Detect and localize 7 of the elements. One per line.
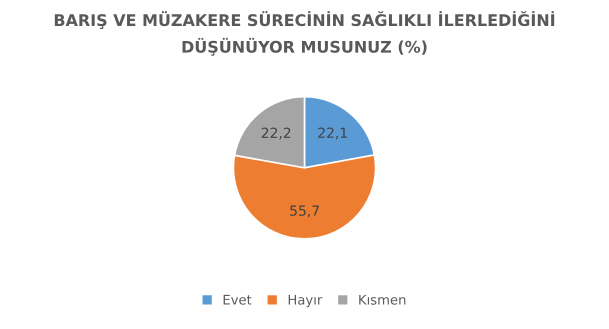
chart-title: BARIŞ VE MÜZAKERE SÜRECİNİN SAĞLIKLI İLERLEDİĞİNİ DÜŞÜNÜYOR MUSUNUZ (%) (54, 11, 554, 56)
legend-label: Hayır (288, 294, 322, 308)
legend-label: Evet (224, 294, 252, 305)
data-label: 22,2 (262, 128, 290, 140)
data-label: 22,1 (318, 127, 347, 140)
legend-label: Kısmen (359, 294, 406, 305)
data-label: 55,7 (290, 206, 319, 218)
